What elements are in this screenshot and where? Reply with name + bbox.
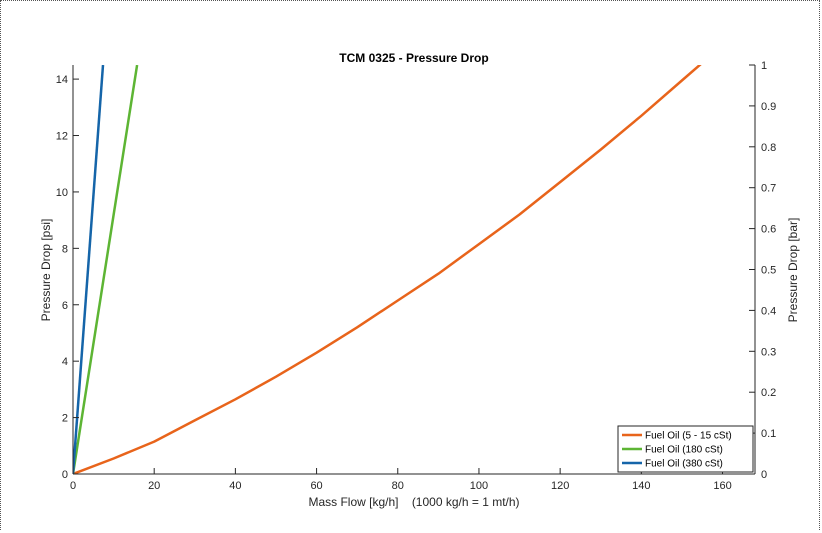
y2-tick-label: 1 [761,60,767,72]
y2-tick-label: 0.9 [761,101,776,113]
legend-label: Fuel Oil (5 - 15 cSt) [645,431,732,442]
y2-tick-label: 0.5 [761,265,776,277]
legend: Fuel Oil (5 - 15 cSt) Fuel Oil (180 cSt) F… [617,425,754,473]
x-tick-label: 40 [229,480,241,492]
y-axis-label: Pressure Drop [psi] [39,219,53,322]
x-tick-label: 0 [70,480,76,492]
x-tick-label: 120 [551,480,569,492]
y-tick-label: 2 [62,413,68,425]
x-axis-label: Mass Flow [kg/h] (1000 kg/h = 1 mt/h) [308,495,519,509]
y2-tick-label: 0.3 [761,346,776,358]
legend-label: Fuel Oil (180 cSt) [645,445,723,456]
y2-tick-label: 0 [761,469,767,481]
y-tick-label: 10 [56,187,68,199]
x-tick-label: 60 [310,480,322,492]
y-tick-label: 14 [56,74,68,86]
series-line-2 [73,65,105,474]
x-tick-label: 100 [470,480,488,492]
chart-title: TCM 0325 - Pressure Drop [339,51,488,65]
plot-area [73,65,755,474]
y-tick-label: 6 [62,300,68,312]
y-tick-label: 4 [62,356,68,368]
x-tick-label: 80 [392,480,404,492]
y2-axis-label: Pressure Drop [bar] [786,218,800,323]
y2-tick-label: 0.1 [761,428,776,440]
legend-label: Fuel Oil (380 cSt) [645,459,723,470]
y2-tick-label: 0.6 [761,224,776,236]
x-tick-label: 160 [713,480,731,492]
y-tick-label: 8 [62,243,68,255]
series-line-0 [73,65,702,474]
series-line-1 [73,65,139,474]
y2-tick-label: 0.4 [761,305,776,317]
x-tick-label: 140 [632,480,650,492]
y-tick-label: 0 [62,469,68,481]
y2-tick-label: 0.7 [761,183,776,195]
x-tick-label: 20 [148,480,160,492]
axes: 0 20 40 60 80 100 120 140 1600246810121400.10.20… [56,60,777,492]
y2-tick-label: 0.8 [761,142,776,154]
y2-tick-label: 0.2 [761,387,776,399]
y-tick-label: 12 [56,131,68,143]
plot-content [73,65,702,474]
